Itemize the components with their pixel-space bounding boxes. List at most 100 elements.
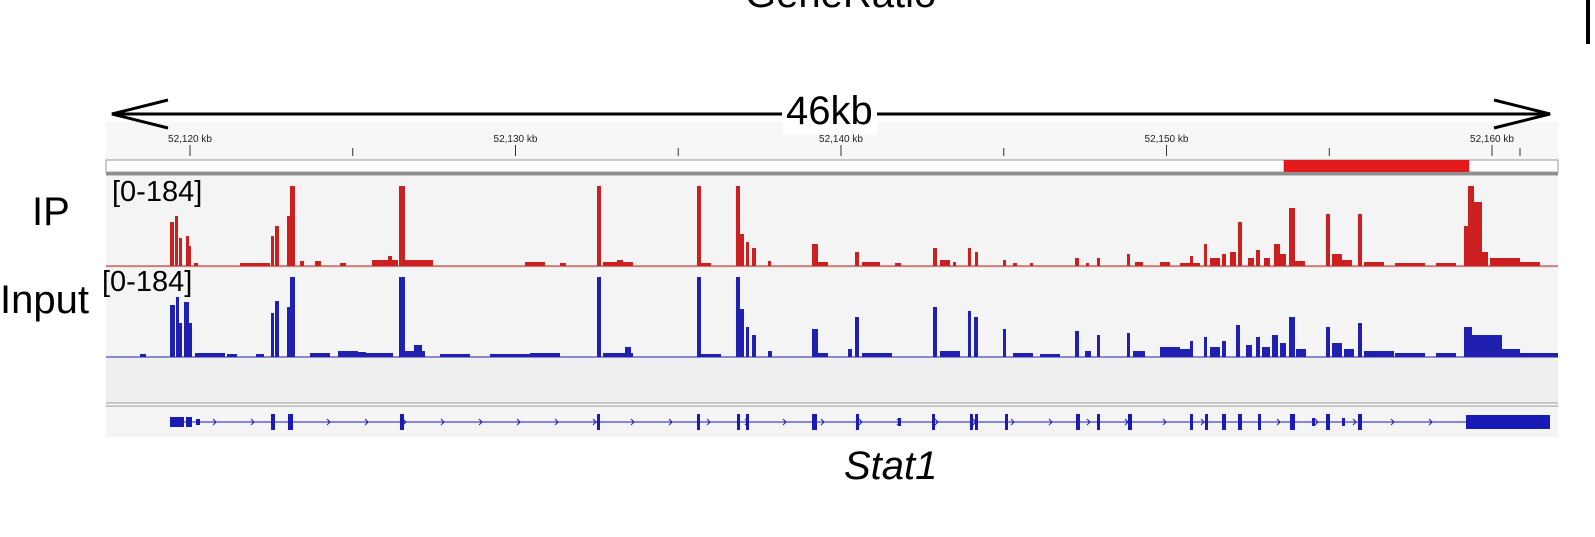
gene-exon	[288, 414, 293, 430]
strand-arrow-icon	[1314, 418, 1319, 426]
coverage-peak	[752, 248, 756, 266]
input-track-bg	[106, 268, 1558, 358]
coverage-peak	[968, 248, 971, 266]
coverage-peak	[597, 277, 601, 357]
coverage-peak	[310, 353, 330, 357]
strand-arrow-icon	[1086, 418, 1091, 426]
coverage-peak	[848, 349, 852, 357]
coverage-peak	[752, 335, 756, 357]
coverage-peak	[1075, 258, 1079, 266]
coverage-peak	[240, 263, 270, 266]
strand-arrow-icon	[592, 418, 597, 426]
ruler-tick-label: 52,160 kb	[1470, 134, 1514, 145]
strand-arrow-icon	[934, 418, 939, 426]
gene-exon	[1005, 414, 1008, 430]
coverage-peak	[1280, 343, 1286, 357]
coverage-peak	[1248, 258, 1254, 266]
coverage-peak	[290, 277, 295, 357]
coverage-peak	[740, 309, 744, 357]
coverage-peak	[1490, 258, 1520, 266]
coverage-peak	[275, 301, 279, 357]
ruler-tick-label: 52,120 kb	[168, 134, 212, 145]
coverage-peak	[1364, 351, 1394, 357]
coverage-peak	[1296, 349, 1306, 357]
coverage-peak	[340, 263, 346, 266]
gene-exon	[400, 414, 404, 430]
coverage-peak	[975, 252, 978, 266]
coverage-peak	[597, 186, 601, 266]
scale-arrow-right-icon	[1493, 98, 1551, 130]
edge-bar	[1586, 0, 1590, 44]
coverage-peak	[256, 354, 264, 357]
coverage-peak	[1472, 335, 1502, 357]
coverage-peak	[768, 351, 772, 357]
strand-arrow-icon	[1276, 418, 1281, 426]
gene-exon	[1326, 414, 1330, 430]
strand-arrow-icon	[630, 418, 635, 426]
strand-arrow-icon	[972, 418, 977, 426]
coverage-peak	[1520, 262, 1540, 266]
gene-exon	[970, 414, 973, 430]
coverage-peak	[697, 277, 701, 357]
strand-arrow-icon	[896, 418, 901, 426]
coverage-peak	[189, 323, 192, 357]
coverage-peak	[350, 352, 366, 357]
strand-arrow-icon	[744, 418, 749, 426]
coverage-peak	[1289, 208, 1295, 266]
coverage-peak	[933, 307, 937, 357]
highlight-region	[1283, 160, 1470, 172]
coverage-peak	[1482, 252, 1488, 266]
coverage-peak	[175, 216, 178, 266]
coverage-peak	[1160, 262, 1170, 266]
coverage-peak	[365, 353, 393, 357]
coverage-peak	[740, 234, 744, 266]
ruler: 52,120 kb 52,130 kb 52,140 kb 52,150 kb 52,1…	[168, 134, 1521, 156]
coverage-peak	[1246, 345, 1252, 357]
ruler-tick-label: 52,140 kb	[819, 134, 863, 145]
coverage-peak	[1332, 343, 1342, 357]
coverage-peak	[338, 351, 358, 357]
cut-off-title: GeneRatio	[745, 0, 936, 17]
coverage-peak	[388, 256, 392, 266]
gene-exon	[1190, 414, 1193, 430]
coverage-peak	[1256, 337, 1260, 357]
ip-track-label: IP	[32, 190, 70, 234]
gene-exon	[856, 414, 859, 430]
coverage-peak	[812, 329, 818, 357]
coverage-peak	[271, 313, 274, 357]
gene-exon	[1466, 415, 1550, 429]
input-track-signal	[106, 277, 1558, 358]
coverage-peak	[179, 238, 182, 266]
strand-arrow-icon	[478, 418, 483, 426]
coverage-peak	[1395, 263, 1425, 266]
coverage-peak	[940, 260, 950, 266]
coverage-peak	[625, 347, 631, 357]
strand-arrow-icon	[364, 418, 369, 426]
coverage-peak	[1003, 260, 1006, 266]
coverage-peak	[1013, 263, 1017, 266]
coverage-peak	[895, 263, 901, 266]
coverage-peak	[968, 311, 971, 357]
coverage-peak	[287, 307, 290, 357]
coverage-peak	[184, 302, 189, 357]
coverage-peak	[275, 226, 279, 266]
input-track-range: [0-184]	[102, 266, 193, 298]
coverage-peak	[1262, 347, 1270, 357]
strand-arrow-icon	[440, 418, 445, 426]
coverage-peak	[1358, 214, 1362, 266]
input-track-label: Input	[0, 278, 89, 322]
coverage-peak	[440, 354, 470, 357]
strand-arrow-icon	[1162, 418, 1167, 426]
coverage-peak	[1344, 349, 1354, 357]
strand-arrow-icon	[1238, 418, 1243, 426]
strand-arrow-icon	[782, 418, 787, 426]
strand-arrow-icon	[326, 418, 331, 426]
coverage-peak	[1204, 244, 1207, 266]
coverage-peak	[1030, 263, 1033, 266]
coverage-peak	[812, 244, 818, 266]
strand-arrow-icon	[250, 418, 255, 426]
gene-exon	[737, 414, 740, 430]
strand-arrow-icon	[706, 418, 711, 426]
strand-arrow-icon	[554, 418, 559, 426]
gene-exon	[1097, 414, 1100, 430]
